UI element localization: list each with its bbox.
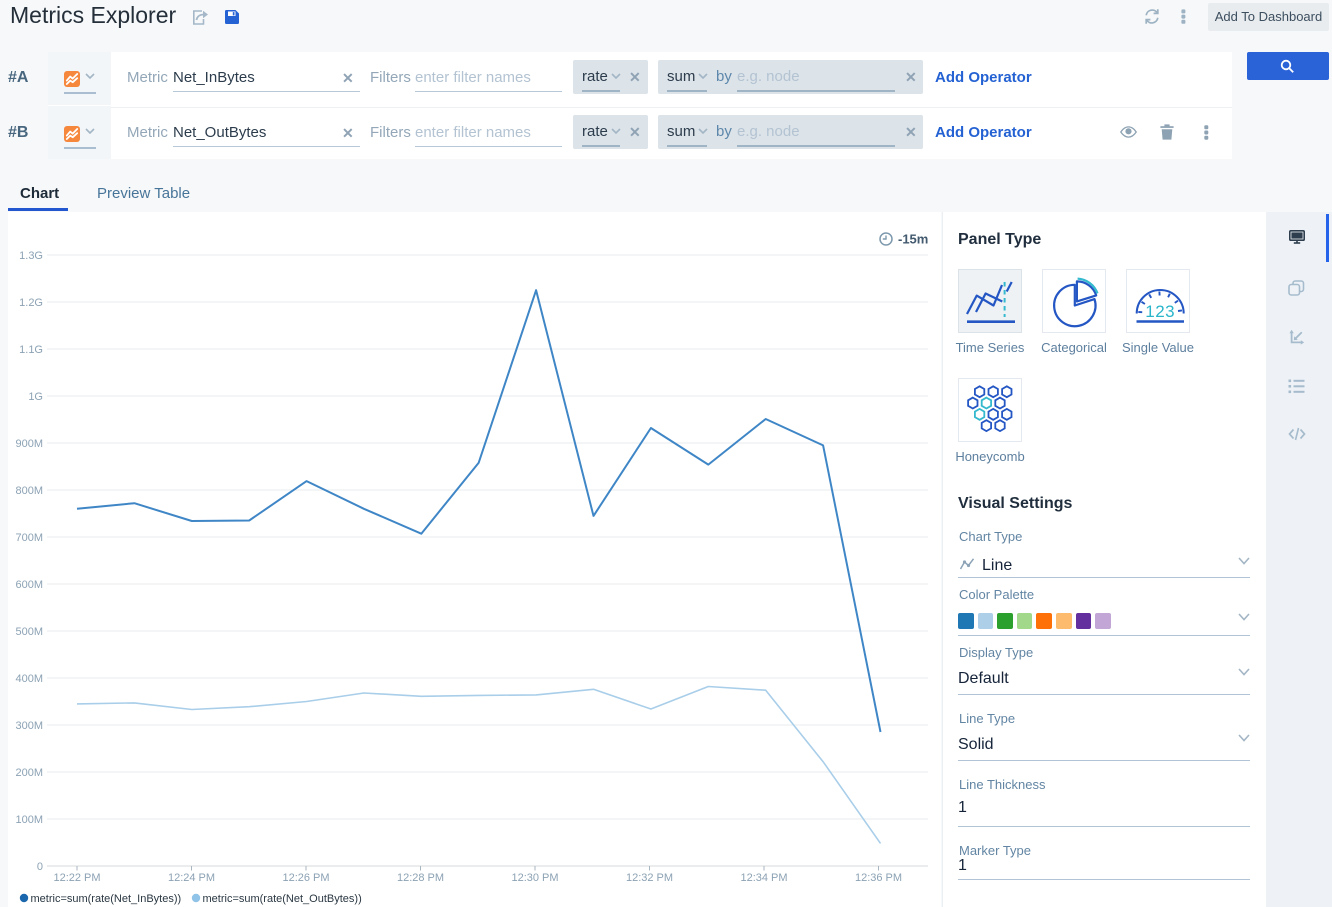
svg-text:1G: 1G (28, 391, 43, 403)
svg-text:12:22 PM: 12:22 PM (53, 872, 100, 884)
svg-text:12:28 PM: 12:28 PM (397, 872, 444, 884)
svg-text:100M: 100M (15, 814, 43, 826)
svg-text:1.2G: 1.2G (19, 297, 43, 309)
svg-text:-15m: -15m (898, 232, 928, 247)
svg-text:400M: 400M (15, 673, 43, 685)
svg-text:200M: 200M (15, 767, 43, 779)
svg-text:1.1G: 1.1G (19, 344, 43, 356)
svg-text:0: 0 (37, 861, 43, 873)
svg-text:12:24 PM: 12:24 PM (168, 872, 215, 884)
svg-text:500M: 500M (15, 626, 43, 638)
svg-text:123: 123 (1145, 302, 1175, 321)
svg-text:metric=sum(rate(Net_InBytes)): metric=sum(rate(Net_InBytes)) (31, 893, 182, 905)
svg-text:1.3G: 1.3G (19, 250, 43, 262)
svg-text:12:36 PM: 12:36 PM (855, 872, 902, 884)
svg-text:900M: 900M (15, 438, 43, 450)
svg-text:12:26 PM: 12:26 PM (282, 872, 329, 884)
svg-text:metric=sum(rate(Net_OutBytes)): metric=sum(rate(Net_OutBytes)) (203, 893, 362, 905)
svg-text:800M: 800M (15, 485, 43, 497)
svg-text:700M: 700M (15, 532, 43, 544)
svg-text:12:30 PM: 12:30 PM (511, 872, 558, 884)
svg-text:600M: 600M (15, 579, 43, 591)
svg-text:12:34 PM: 12:34 PM (740, 872, 787, 884)
svg-text:300M: 300M (15, 720, 43, 732)
svg-text:12:32 PM: 12:32 PM (626, 872, 673, 884)
